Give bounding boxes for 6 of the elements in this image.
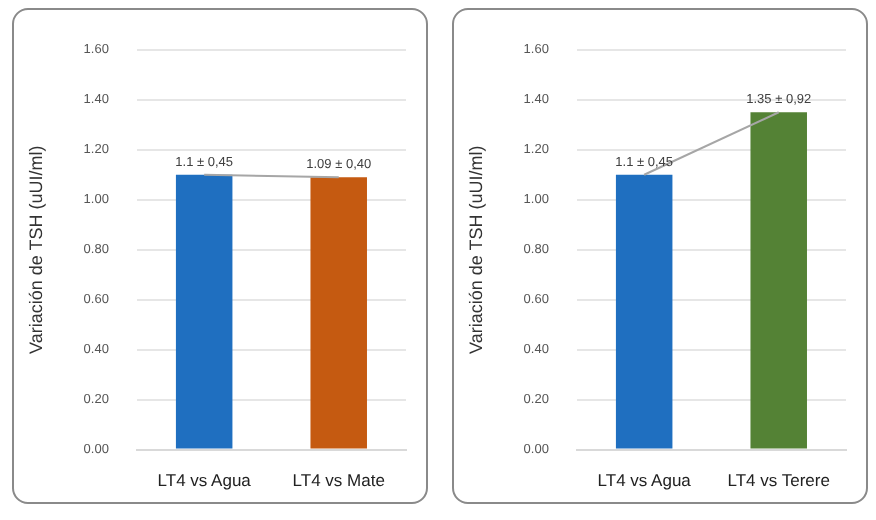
x-tick-label: LT4 vs Agua: [157, 470, 252, 491]
x-tick-label: LT4 vs Mate: [292, 470, 386, 491]
y-axis-title: Variación de TSH (uUI/ml): [25, 145, 46, 354]
x-tick-label: LT4 vs Agua: [597, 470, 692, 491]
y-axis-title: Variación de TSH (uUI/ml): [465, 145, 486, 354]
x-tick-label: LT4 vs Terere: [727, 470, 831, 491]
